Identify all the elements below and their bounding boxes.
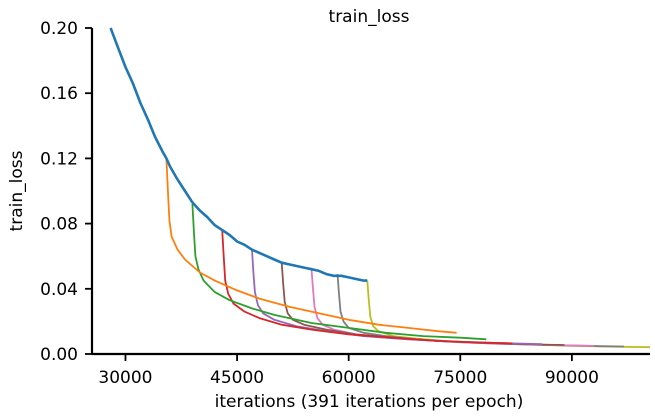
y-tick-label: 0.12 — [40, 149, 78, 169]
series-line-8 — [336, 274, 625, 348]
y-tick-label: 0.20 — [40, 19, 78, 39]
x-ticks: 30000 45000 60000 75000 90000 — [98, 354, 599, 388]
series-line-9 — [366, 280, 651, 349]
y-tick-label: 0.16 — [40, 84, 78, 104]
series-line-2 — [165, 158, 457, 334]
x-axis-title: iterations (391 iterations per epoch) — [215, 392, 524, 412]
series-line-4 — [221, 230, 513, 345]
x-tick-label: 30000 — [98, 368, 152, 388]
series-line-6 — [280, 262, 565, 346]
y-tick-label: 0.08 — [40, 215, 78, 235]
y-ticks: 0.00 0.04 0.08 0.12 0.16 0.20 — [40, 19, 92, 365]
series-line-1 — [109, 27, 368, 282]
series-line-3 — [191, 203, 487, 341]
chart-title: train_loss — [329, 7, 410, 27]
x-tick-label: 60000 — [322, 368, 376, 388]
x-tick-label: 90000 — [545, 368, 599, 388]
y-axis-title: train_loss — [7, 150, 27, 231]
x-tick-label: 45000 — [210, 368, 264, 388]
y-tick-label: 0.00 — [40, 345, 78, 365]
series-line-5 — [251, 249, 543, 346]
x-tick-label: 75000 — [433, 368, 487, 388]
y-tick-label: 0.04 — [40, 280, 78, 300]
series-layer — [109, 27, 651, 349]
